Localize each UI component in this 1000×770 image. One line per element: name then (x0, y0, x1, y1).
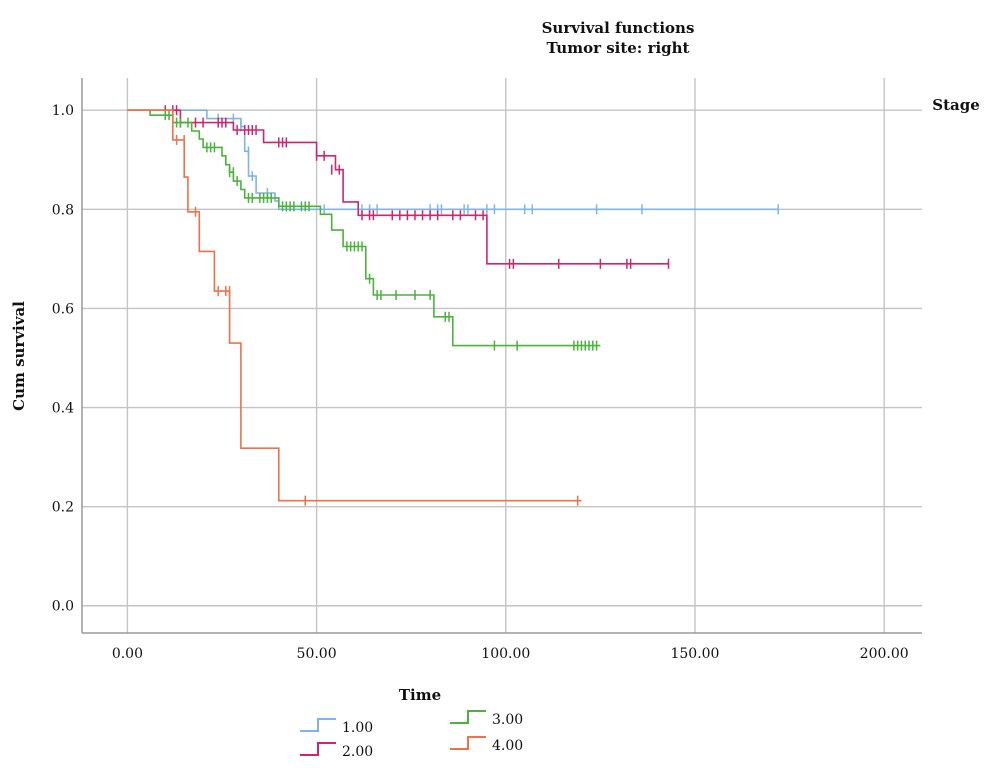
y-tick-label: 1.0 (52, 103, 74, 119)
series-layer (127, 105, 779, 506)
survival-curve (127, 109, 601, 347)
series-2 (127, 105, 670, 269)
y-axis-title: Cum survival (10, 301, 28, 411)
x-tick-label: 100.00 (481, 646, 530, 662)
gridlines (82, 78, 922, 633)
legend-title: Stage (932, 96, 980, 114)
legend-swatch (450, 736, 486, 750)
legend-label: 3.00 (492, 712, 523, 728)
legend: 1.00 2.00 3.00 4.00 (300, 710, 523, 760)
x-tick-label: 0.00 (112, 646, 143, 662)
legend-item-4: 4.00 (450, 736, 523, 754)
y-tick-label: 0.6 (52, 301, 74, 317)
y-tick-label: 0.4 (52, 401, 74, 417)
series-3 (127, 109, 601, 351)
x-axis-title: Time (399, 686, 441, 704)
y-tick-labels: 0.0 0.2 0.4 0.6 0.8 1.0 (52, 103, 74, 615)
legend-swatch (450, 710, 486, 724)
legend-item-2: 2.00 (300, 742, 373, 760)
legend-label: 1.00 (342, 720, 373, 736)
survival-curve (127, 109, 779, 211)
x-tick-labels: 0.00 50.00 100.00 150.00 200.00 (112, 646, 909, 662)
legend-item-1: 1.00 (300, 718, 373, 736)
x-tick-label: 200.00 (860, 646, 909, 662)
y-tick-label: 0.0 (52, 599, 74, 615)
legend-item-3: 3.00 (450, 710, 523, 728)
chart-title: Survival functions (542, 19, 695, 37)
x-tick-label: 50.00 (297, 646, 337, 662)
survival-curve (127, 109, 669, 265)
legend-label: 4.00 (492, 738, 523, 754)
series-4 (127, 109, 582, 506)
survival-curve (127, 109, 582, 502)
y-tick-label: 0.2 (52, 500, 74, 516)
legend-swatch (300, 718, 336, 732)
y-tick-label: 0.8 (52, 202, 74, 218)
chart-subtitle: Tumor site: right (547, 39, 690, 57)
legend-label: 2.00 (342, 744, 373, 760)
x-tick-label: 150.00 (670, 646, 719, 662)
legend-swatch (300, 742, 336, 756)
